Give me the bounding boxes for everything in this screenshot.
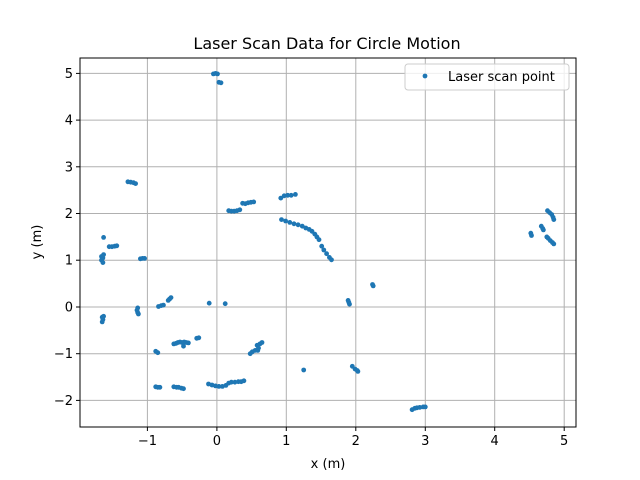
scan-point	[541, 227, 546, 233]
scan-point	[422, 404, 428, 410]
scan-point	[186, 340, 191, 346]
scan-point	[251, 199, 257, 205]
scan-point	[355, 369, 361, 374]
scan-point	[288, 192, 294, 198]
y-tick-label: 5	[65, 67, 73, 82]
y-tick-label: 1	[65, 254, 73, 269]
scan-point	[279, 217, 284, 223]
scan-point	[237, 207, 243, 213]
y-tick-label: 4	[65, 114, 73, 129]
scan-point	[295, 222, 301, 228]
scan-point	[196, 335, 202, 341]
scan-point	[206, 300, 212, 306]
scan-point	[181, 386, 186, 392]
x-tick-label: 3	[421, 434, 429, 449]
scan-point	[142, 256, 148, 261]
scan-point	[100, 260, 106, 265]
scan-point	[281, 193, 287, 199]
scan-point	[316, 237, 322, 243]
scan-point	[329, 257, 334, 263]
scan-point	[99, 319, 105, 325]
scan-point	[241, 378, 247, 384]
chart-title: Laser Scan Data for Circle Motion	[193, 34, 460, 53]
data-points	[99, 71, 557, 413]
scan-point	[101, 235, 106, 240]
scan-point	[101, 252, 106, 257]
scan-point	[285, 192, 291, 198]
scan-point	[216, 384, 222, 389]
scan-point	[215, 71, 220, 77]
y-tick-label: −2	[54, 394, 73, 409]
x-tick-label: 5	[560, 434, 568, 449]
x-tick-label: 0	[213, 434, 221, 449]
scan-point	[114, 243, 120, 249]
legend: Laser scan point	[404, 63, 570, 91]
y-axis-label: y (m)	[30, 225, 45, 260]
scan-point	[293, 192, 298, 197]
scan-point	[283, 218, 288, 224]
scan-point	[291, 221, 297, 227]
x-axis-label: x (m)	[311, 457, 346, 472]
scan-point	[157, 384, 163, 390]
scan-point	[321, 247, 327, 253]
scan-point	[370, 283, 376, 289]
scan-point	[181, 343, 186, 349]
scan-point	[222, 301, 228, 307]
scan-point	[287, 220, 293, 225]
scan-point	[232, 379, 238, 385]
scan-point	[155, 350, 161, 356]
y-tick-label: 0	[65, 301, 73, 316]
scan-point	[136, 311, 141, 317]
scan-point	[417, 405, 423, 410]
grid-lines	[80, 58, 576, 427]
scan-point	[301, 367, 307, 373]
y-tick-label: 2	[65, 207, 73, 222]
x-tick-label: −1	[138, 434, 157, 449]
y-axis-ticks: −2 −1 0 1 2 3 4 5	[54, 67, 80, 409]
y-tick-label: −1	[54, 347, 73, 362]
scan-point	[229, 379, 234, 385]
scan-point	[278, 195, 284, 201]
x-tick-label: 4	[491, 434, 499, 449]
x-axis-ticks: −1 0 1 2 3 4 5	[138, 427, 568, 449]
scan-point	[133, 181, 139, 187]
scan-point	[551, 241, 557, 247]
y-tick-label: 3	[65, 160, 73, 175]
legend-box	[404, 63, 570, 91]
x-tick-label: 2	[352, 434, 360, 449]
scan-point	[324, 251, 329, 257]
scan-point	[259, 340, 265, 345]
legend-marker	[422, 73, 428, 79]
scan-point	[161, 302, 166, 308]
scan-point	[319, 243, 325, 249]
legend-label: Laser scan point	[448, 70, 555, 85]
scan-point	[101, 313, 106, 319]
scan-point	[529, 233, 534, 238]
x-tick-label: 1	[282, 434, 290, 449]
plot-frame	[79, 57, 577, 428]
scan-point	[551, 217, 557, 223]
scan-point	[347, 301, 352, 307]
scan-point	[168, 295, 174, 300]
scan-point	[218, 80, 224, 86]
